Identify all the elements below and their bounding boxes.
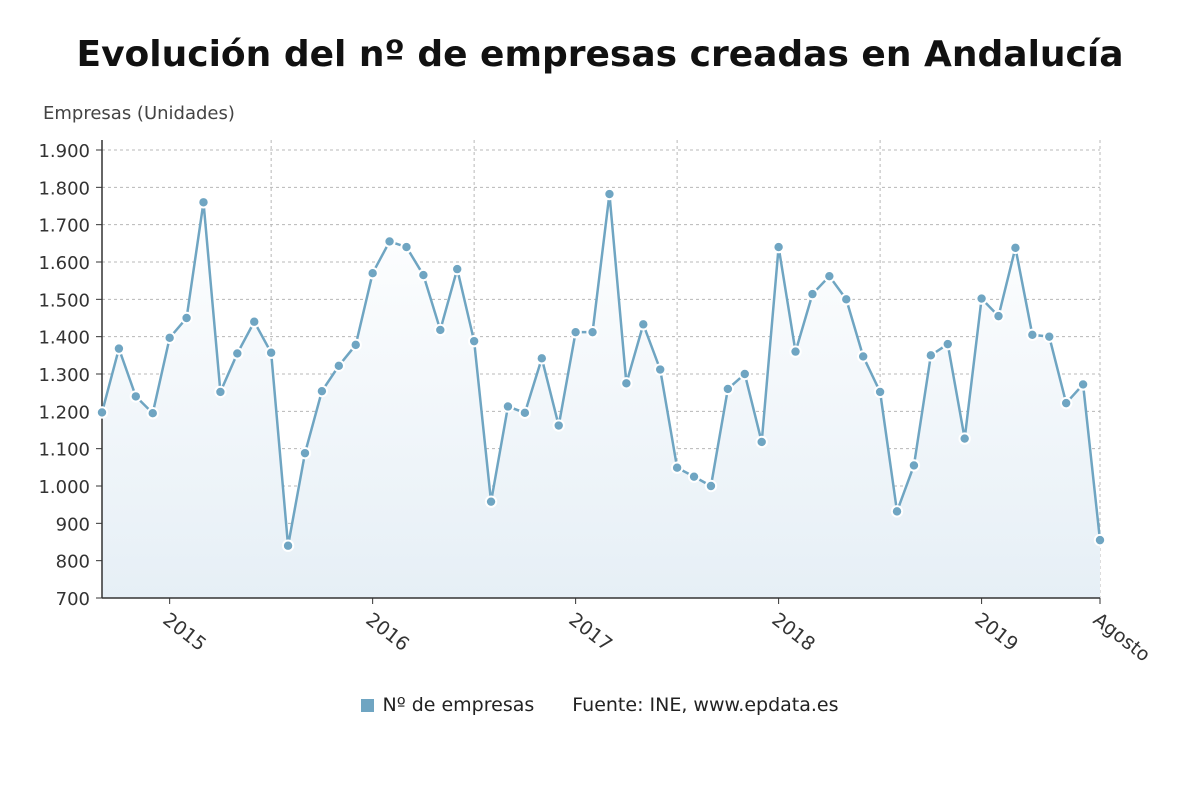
data-point: [248, 315, 261, 328]
y-axis-label: Empresas (Unidades): [43, 103, 235, 124]
data-point: [315, 384, 329, 398]
x-tick-label: 2018: [768, 609, 820, 656]
y-tick-label: 1.300: [38, 365, 90, 386]
data-point: [467, 334, 481, 348]
data-point: [417, 268, 430, 282]
area-path: [102, 194, 1100, 598]
data-point: [992, 309, 1005, 323]
data-point: [924, 349, 938, 362]
data-point: [958, 432, 971, 445]
data-point: [569, 325, 582, 339]
data-point: [180, 311, 193, 325]
data-point: [789, 345, 802, 358]
data-point: [146, 407, 159, 420]
data-point: [603, 187, 616, 201]
y-tick-label: 900: [56, 514, 90, 535]
data-point: [586, 325, 599, 339]
data-point: [654, 363, 667, 376]
data-point: [214, 385, 227, 399]
data-point: [856, 350, 870, 363]
y-tick-label: 1.800: [38, 178, 90, 199]
data-point: [873, 385, 887, 399]
data-point: [518, 406, 532, 420]
data-point: [163, 331, 176, 344]
data-point: [772, 240, 785, 254]
data-point: [907, 459, 921, 472]
data-point: [670, 461, 684, 474]
source-note: Fuente: INE, www.epdata.es: [572, 694, 839, 716]
data-point: [721, 382, 735, 396]
y-tick-label: 800: [56, 552, 90, 573]
data-point: [1059, 396, 1073, 410]
data-point: [366, 267, 379, 280]
area-fill: [102, 194, 1100, 598]
y-tick-label: 1.500: [38, 290, 90, 311]
data-point: [501, 400, 515, 413]
y-tick-label: 1.400: [38, 328, 90, 349]
data-point: [281, 539, 295, 552]
x-tick-label: 2019: [971, 609, 1023, 656]
data-point: [637, 318, 650, 331]
data-point: [704, 479, 718, 493]
series-points: [95, 187, 1107, 552]
legend: Nº de empresas Fuente: INE, www.epdata.e…: [0, 694, 1200, 716]
y-tick-label: 1.100: [38, 440, 90, 461]
data-point: [535, 352, 548, 365]
data-point: [1026, 328, 1039, 341]
data-point: [349, 338, 362, 352]
y-tick-label: 1.200: [38, 402, 90, 423]
data-point: [840, 293, 853, 306]
data-point: [264, 346, 278, 359]
data-point: [434, 323, 447, 337]
x-tick-label: 2015: [159, 609, 211, 656]
legend-series-label: Nº de empresas: [382, 694, 535, 716]
data-point: [197, 196, 210, 209]
y-tick-label: 1.900: [38, 141, 90, 162]
chart-title: Evolución del nº de empresas creadas en …: [76, 34, 1124, 75]
data-point: [400, 240, 413, 254]
data-point: [738, 367, 751, 381]
data-point: [451, 262, 464, 276]
y-tick-label: 1.700: [38, 216, 90, 237]
data-point: [620, 377, 633, 390]
data-point: [112, 342, 126, 355]
y-tick-label: 1.000: [38, 477, 90, 498]
data-point: [383, 235, 396, 248]
y-tick-label: 700: [56, 589, 90, 610]
x-tick-label: 2016: [362, 609, 414, 656]
data-point: [552, 419, 565, 432]
data-point: [484, 495, 498, 508]
data-point: [1043, 330, 1056, 343]
legend-swatch: [361, 698, 375, 712]
data-point: [941, 337, 954, 351]
data-point: [755, 435, 768, 449]
data-point: [823, 269, 836, 283]
data-point: [687, 470, 701, 483]
x-tick-label: 2017: [565, 609, 617, 656]
data-point: [129, 390, 143, 403]
x-tick-label: Agosto: [1089, 609, 1154, 667]
y-tick-label: 1.600: [38, 253, 90, 274]
data-point: [890, 505, 904, 518]
data-point: [975, 292, 988, 305]
data-point: [1009, 241, 1022, 255]
data-point: [231, 347, 244, 360]
line-area-chart: 700 800 900 1.000 1.100 1.200 1.300 1.400 1.500 1…: [38, 140, 1154, 667]
data-point: [1076, 378, 1090, 391]
data-point: [298, 446, 312, 460]
data-point: [95, 406, 109, 419]
data-point: [1093, 533, 1107, 547]
data-point: [332, 359, 346, 372]
data-point: [806, 287, 819, 301]
axes: [96, 140, 1101, 604]
